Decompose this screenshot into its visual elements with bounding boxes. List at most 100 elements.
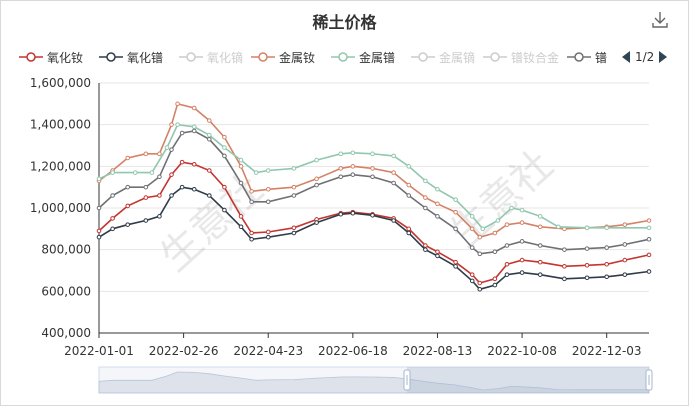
data-point [265, 199, 271, 205]
legend-item[interactable]: 金属镨 [331, 47, 395, 67]
data-point [179, 184, 185, 190]
legend-item[interactable]: 氧化钕 [19, 47, 83, 67]
data-point [291, 166, 297, 171]
data-point [509, 205, 514, 211]
legend-item[interactable]: 金属钕 [251, 47, 315, 67]
x-tick-label: 2022-08-13 [403, 344, 473, 358]
triangle-left-icon[interactable] [621, 51, 631, 63]
data-point [249, 236, 254, 242]
series-group [96, 184, 652, 292]
data-point [125, 184, 131, 190]
data-point [504, 222, 510, 227]
data-point [191, 161, 197, 167]
legend-label: 氧化镨 [127, 50, 164, 65]
data-point [604, 261, 609, 267]
x-tick-label: 2022-06-18 [318, 344, 388, 358]
data-point [537, 259, 543, 265]
download-icon[interactable] [649, 9, 671, 31]
data-point [423, 247, 428, 252]
data-point [646, 269, 652, 274]
data-point [338, 151, 344, 157]
data-point [96, 228, 102, 234]
data-point [469, 245, 475, 250]
data-point [253, 170, 259, 175]
data-point [350, 210, 356, 216]
data-point [519, 207, 525, 213]
legend-label: 金属钕 [279, 50, 316, 65]
data-point [110, 216, 115, 221]
series-line [98, 130, 650, 255]
watermark-text: 生意社 [442, 142, 562, 256]
y-tick-label: 1,400,000 [30, 118, 91, 132]
data-point [423, 205, 428, 211]
data-point [391, 153, 396, 159]
data-point [350, 150, 356, 156]
legend-item[interactable]: 镨钕合金 [483, 47, 559, 67]
legend-line-icon [483, 52, 507, 62]
data-point [157, 193, 162, 198]
data-point [338, 166, 344, 171]
data-point [191, 105, 197, 111]
legend-line-icon [567, 52, 591, 62]
data-point [584, 246, 590, 251]
data-point [314, 157, 319, 163]
data-point [469, 226, 475, 232]
legend-label: 镨 [595, 50, 608, 65]
data-point [423, 243, 428, 248]
data-point [149, 170, 155, 175]
legend-line-icon [99, 52, 123, 62]
datazoom-selection[interactable] [407, 367, 649, 393]
data-point [238, 157, 244, 163]
data-point [537, 214, 543, 219]
data-point [238, 180, 244, 186]
data-point [125, 203, 131, 209]
data-point [604, 245, 609, 250]
data-point [562, 247, 567, 252]
data-point [646, 218, 652, 223]
triangle-right-icon[interactable] [658, 51, 668, 63]
data-point [291, 225, 297, 231]
data-point [646, 252, 652, 258]
watermark-text: 生意社 [152, 166, 272, 280]
data-point [492, 282, 498, 288]
x-tick-label: 2022-04-23 [233, 344, 303, 358]
data-point [157, 174, 162, 180]
legend-line-icon [179, 52, 203, 62]
legend-item[interactable]: 氧化镝 [179, 47, 243, 67]
data-point [519, 270, 525, 275]
series-group [96, 128, 652, 257]
data-point [453, 226, 458, 232]
series-group [96, 101, 652, 240]
data-point [96, 234, 102, 240]
legend-line-icon [251, 52, 275, 62]
data-point [222, 153, 227, 159]
data-point [207, 168, 212, 173]
data-point [492, 249, 498, 255]
data-point [169, 172, 174, 177]
legend-label: 镨钕合金 [511, 50, 560, 65]
data-point [179, 159, 185, 165]
data-point [504, 261, 510, 267]
data-point [338, 211, 344, 217]
data-point [350, 172, 356, 177]
data-point [622, 257, 628, 263]
data-point [164, 145, 170, 150]
legend-item[interactable]: 氧化镨 [99, 47, 163, 67]
data-point [110, 226, 115, 232]
data-point [191, 128, 197, 134]
data-point [370, 212, 375, 218]
data-point [157, 151, 162, 157]
data-point [469, 214, 475, 219]
legend-item[interactable]: 金属镝 [411, 47, 475, 67]
data-point [207, 136, 212, 142]
data-point [435, 253, 440, 259]
legend-item[interactable]: 镨 [567, 47, 607, 67]
data-point [207, 118, 212, 123]
data-point [157, 214, 162, 219]
data-point [291, 230, 297, 236]
series-group [96, 122, 652, 232]
data-point [238, 214, 244, 219]
data-point [291, 193, 297, 198]
data-point [143, 151, 149, 157]
data-point [96, 205, 102, 211]
